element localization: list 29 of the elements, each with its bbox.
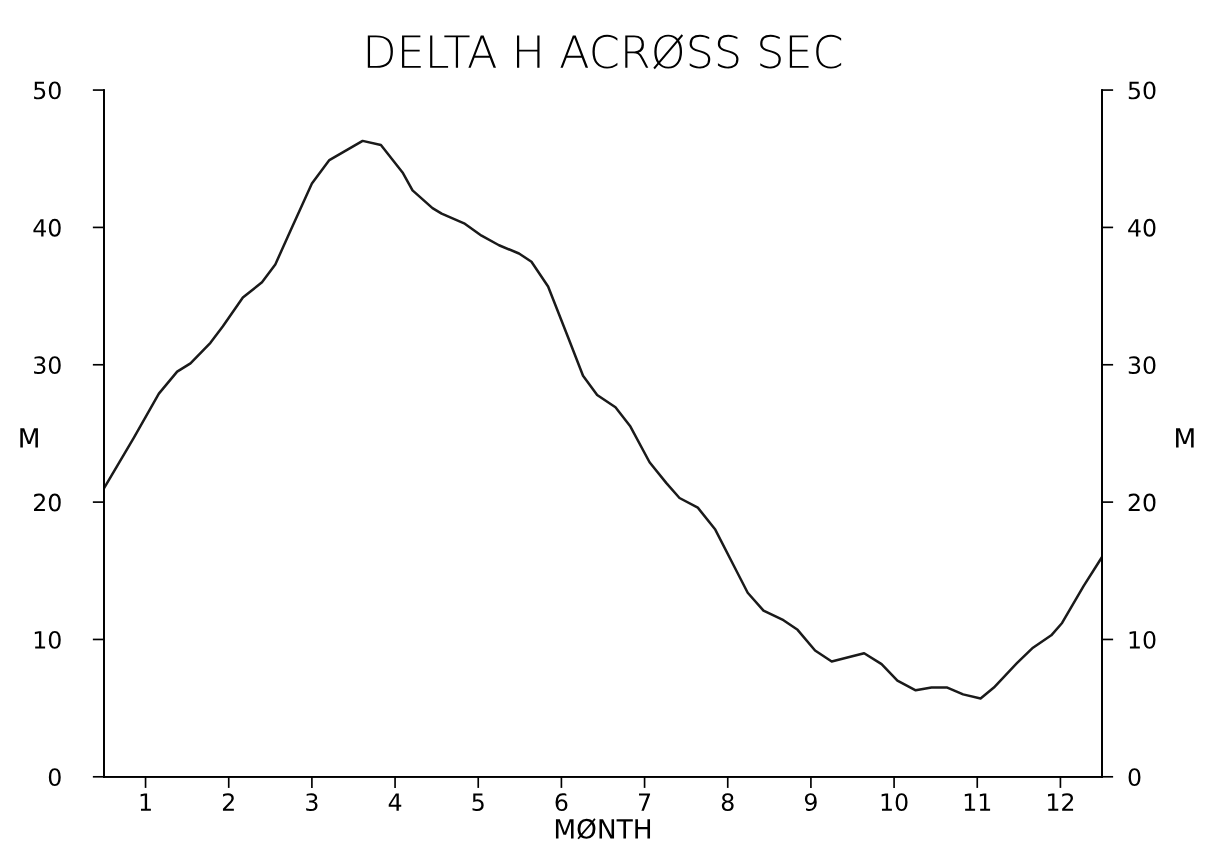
y2-tick-label: 10 (1129, 630, 1156, 649)
x-tick-label: 5 (472, 793, 484, 812)
y-tick-label: 0 (48, 768, 61, 787)
x-tick-label: 1 (140, 793, 151, 811)
x-tick-label: 9 (804, 793, 817, 812)
x-axis-title: MØNTH (555, 818, 651, 840)
x-tick-label: 4 (388, 793, 402, 811)
y-axis-title: M (20, 428, 38, 448)
y2-tick-label: 0 (1128, 768, 1141, 787)
y-tick-label: 40 (33, 218, 61, 237)
y-tick-label: 50 (34, 81, 61, 100)
x-tick-label: 12 (1047, 793, 1074, 811)
x-tick-label: 11 (964, 793, 991, 811)
x-tick-label: 3 (306, 793, 318, 812)
y2-tick-label: 50 (1128, 81, 1156, 100)
y-tick-label: 30 (34, 356, 61, 375)
y2-tick-label: 30 (1128, 356, 1156, 375)
y2-axis-title: M (1176, 428, 1194, 448)
line-series (103, 139, 1102, 700)
x-tick-label: 8 (721, 793, 734, 812)
x-tick-label: 2 (222, 793, 234, 811)
x-tick-label: 10 (881, 793, 908, 812)
y-tick-label: 20 (33, 493, 61, 512)
y2-tick-label: 20 (1128, 493, 1156, 512)
y-tick-label: 10 (34, 630, 61, 649)
x-tick-label: 7 (639, 793, 651, 811)
chart-title: DELTA H ACRØSS SEC (367, 34, 842, 70)
x-tick-label: 6 (555, 793, 568, 812)
y2-tick-label: 40 (1128, 218, 1156, 237)
